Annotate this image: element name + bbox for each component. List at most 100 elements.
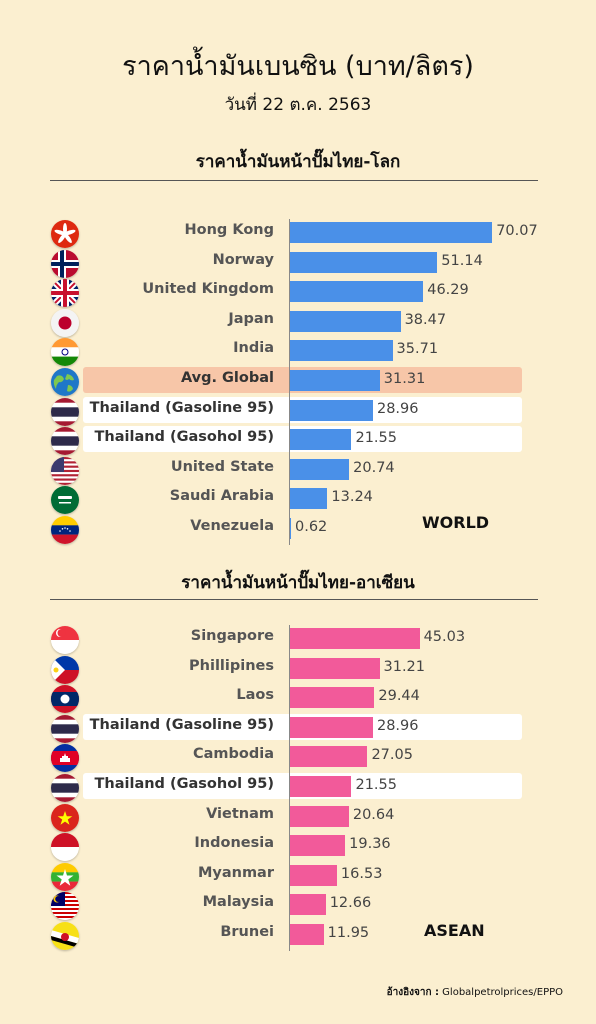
bar xyxy=(289,370,380,391)
bar xyxy=(289,429,352,451)
category-label: Indonesia xyxy=(194,835,274,852)
norway-flag-icon xyxy=(51,249,79,278)
page-date: วันที่ 22 ต.ค. 2563 xyxy=(224,95,372,115)
bar-row: Thailand (Gasoline 95) 28.96 xyxy=(0,712,596,743)
value-label: 20.64 xyxy=(352,806,395,823)
bar-row: Venezuela 0.62 xyxy=(0,513,596,544)
asean-chart: Singapore 45.03 Phillipines 31.21 Laos 29.44 T… xyxy=(0,623,596,951)
category-label: Brunei xyxy=(220,924,274,940)
bar xyxy=(289,864,337,886)
bar-row: Vietnam 20.64 xyxy=(0,801,596,832)
myanmar-flag-icon xyxy=(51,862,79,891)
indonesia-flag-icon xyxy=(51,833,79,862)
category-label: Saudi Arabia xyxy=(169,488,274,505)
value-label: 27.05 xyxy=(371,747,413,764)
page-title: ราคาน้ำมันเบนซิน (บาท/ลิตร) xyxy=(122,51,474,82)
source-note: อ้างอิงจาก : Globalpetrolprices/EPPO xyxy=(387,985,563,1000)
bar-row: Myanmar 16.53 xyxy=(0,860,596,891)
venezuela-flag-icon xyxy=(51,516,79,544)
category-label: Japan xyxy=(228,310,274,327)
world-tag: WORLD xyxy=(422,513,490,532)
source-label: อ้างอิงจาก : xyxy=(386,987,439,998)
hongkong-flag-icon xyxy=(51,220,79,248)
value-label: 35.71 xyxy=(396,341,439,358)
uk-flag-icon xyxy=(51,279,79,308)
japan-flag-icon xyxy=(51,308,79,337)
category-label: Thailand (Gasohol 95) xyxy=(94,429,275,446)
axis-line xyxy=(289,625,290,951)
bar-row: Hong Kong 70.07 xyxy=(0,217,596,248)
bar-row: Thailand (Gasohol 95) 21.55 xyxy=(0,771,596,802)
bar xyxy=(289,628,420,649)
bar-row: Japan 38.47 xyxy=(0,306,596,337)
value-label: 46.29 xyxy=(427,282,469,299)
bar-row: Brunei 11.95 xyxy=(0,919,596,950)
value-label: 28.96 xyxy=(376,400,419,417)
category-label: Phillipines xyxy=(189,657,274,674)
category-label: Laos xyxy=(236,687,274,704)
asean-section-title: ราคาน้ำมันหน้าปั๊มไทย-อาเซียน xyxy=(181,573,415,593)
bar xyxy=(289,222,493,243)
value-label: 21.55 xyxy=(355,430,397,447)
category-label: Singapore xyxy=(190,628,274,644)
bar-row: Cambodia 27.05 xyxy=(0,741,596,773)
bar xyxy=(289,716,373,738)
bar xyxy=(289,687,375,709)
value-label: 51.14 xyxy=(441,252,483,269)
bar-row: United Kingdom 46.29 xyxy=(0,276,596,308)
value-label: 31.31 xyxy=(383,371,426,387)
thailand-flag-icon xyxy=(51,774,79,802)
globe-icon xyxy=(51,368,79,396)
bar xyxy=(289,310,401,332)
bar xyxy=(289,458,350,480)
laos-flag-icon xyxy=(51,685,79,714)
bar xyxy=(289,340,393,362)
bar xyxy=(289,924,324,945)
category-label: Thailand (Gasoline 95) xyxy=(89,716,274,733)
bar xyxy=(289,399,373,421)
category-label: India xyxy=(233,340,274,357)
saudi-flag-icon xyxy=(51,486,79,515)
category-label: Hong Kong xyxy=(184,222,275,238)
category-label: Cambodia xyxy=(192,746,274,763)
bar-row: United State 20.74 xyxy=(0,454,596,485)
bar-row: Phillipines 31.21 xyxy=(0,653,596,684)
value-label: 13.24 xyxy=(331,489,373,506)
category-label: Thailand (Gasohol 95) xyxy=(94,776,275,792)
category-label: Myanmar xyxy=(197,864,274,881)
brunei-flag-icon xyxy=(51,922,79,950)
malaysia-flag-icon xyxy=(51,892,79,921)
bar xyxy=(289,894,326,916)
bar-row: Thailand (Gasohol 95) 21.55 xyxy=(0,424,596,456)
value-label: 19.36 xyxy=(349,836,391,853)
thailand-flag-icon xyxy=(51,427,79,456)
value-label: 20.74 xyxy=(353,459,395,476)
value-label: 70.07 xyxy=(496,223,538,239)
category-label: Thailand (Gasoline 95) xyxy=(89,399,274,416)
category-label: Avg. Global xyxy=(180,370,274,386)
bar-row: Indonesia 19.36 xyxy=(0,830,596,862)
value-label: 28.96 xyxy=(376,717,419,734)
bar-row: Singapore 45.03 xyxy=(0,623,596,654)
cambodia-flag-icon xyxy=(51,744,79,773)
asean-tag: ASEAN xyxy=(424,921,485,940)
bar xyxy=(289,251,438,273)
bar xyxy=(289,518,291,539)
category-label: United Kingdom xyxy=(142,281,274,298)
value-label: 12.66 xyxy=(329,895,372,912)
bar-row: Avg. Global 31.31 xyxy=(0,365,596,396)
value-label: 38.47 xyxy=(404,311,447,328)
world-section-title: ราคาน้ำมันหน้าปั๊มไทย-โลก xyxy=(195,152,401,172)
value-label: 11.95 xyxy=(327,925,370,941)
bar xyxy=(289,488,328,510)
vietnam-flag-icon xyxy=(51,803,79,832)
bar-row: Thailand (Gasoline 95) 28.96 xyxy=(0,395,596,426)
bar-row: Norway 51.14 xyxy=(0,247,596,278)
bar-row: Malaysia 12.66 xyxy=(0,889,596,921)
category-label: Vietnam xyxy=(206,805,274,822)
bar-row: Laos 29.44 xyxy=(0,682,596,714)
bar xyxy=(289,746,368,768)
value-label: 45.03 xyxy=(423,629,466,645)
category-label: Norway xyxy=(212,251,274,268)
category-label: Malaysia xyxy=(202,894,274,911)
